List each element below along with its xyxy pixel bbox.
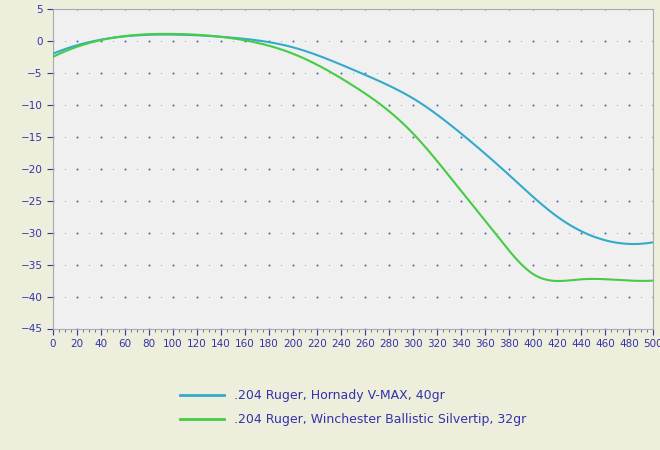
Legend: .204 Ruger, Hornady V-MAX, 40gr, .204 Ruger, Winchester Ballistic Silvertip, 32g: .204 Ruger, Hornady V-MAX, 40gr, .204 Ru… bbox=[180, 389, 526, 426]
